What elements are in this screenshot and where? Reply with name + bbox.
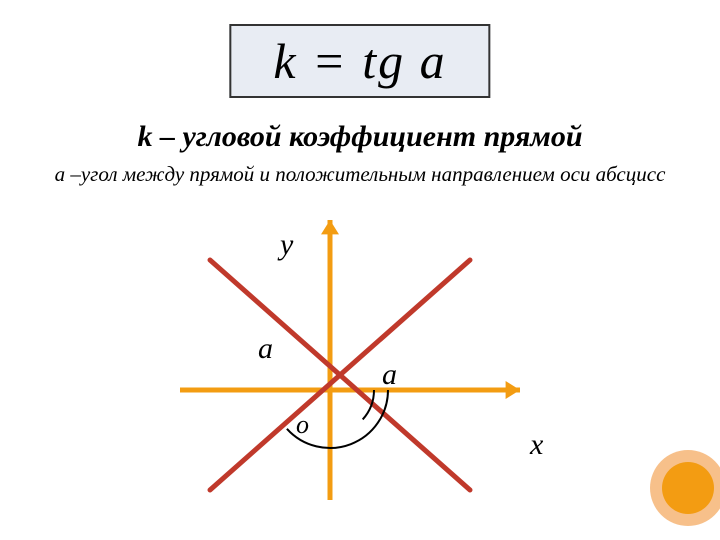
formula-text: k = tg a: [273, 33, 446, 89]
diagram-svg: [120, 200, 600, 520]
angle-label-left: a: [258, 332, 273, 366]
origin-label: о: [296, 410, 309, 440]
y-axis-label: у: [280, 228, 293, 262]
formula-box: k = tg a: [229, 24, 490, 98]
corner-circle-inner: [662, 462, 714, 514]
subtitle-2: a –угол между прямой и положительным нап…: [55, 162, 666, 187]
subtitle: k – угловой коэффициент прямой: [137, 120, 582, 154]
x-axis-label: х: [530, 428, 543, 462]
coordinate-diagram: у х a a о: [120, 200, 600, 520]
angle-label-right: a: [382, 358, 397, 392]
